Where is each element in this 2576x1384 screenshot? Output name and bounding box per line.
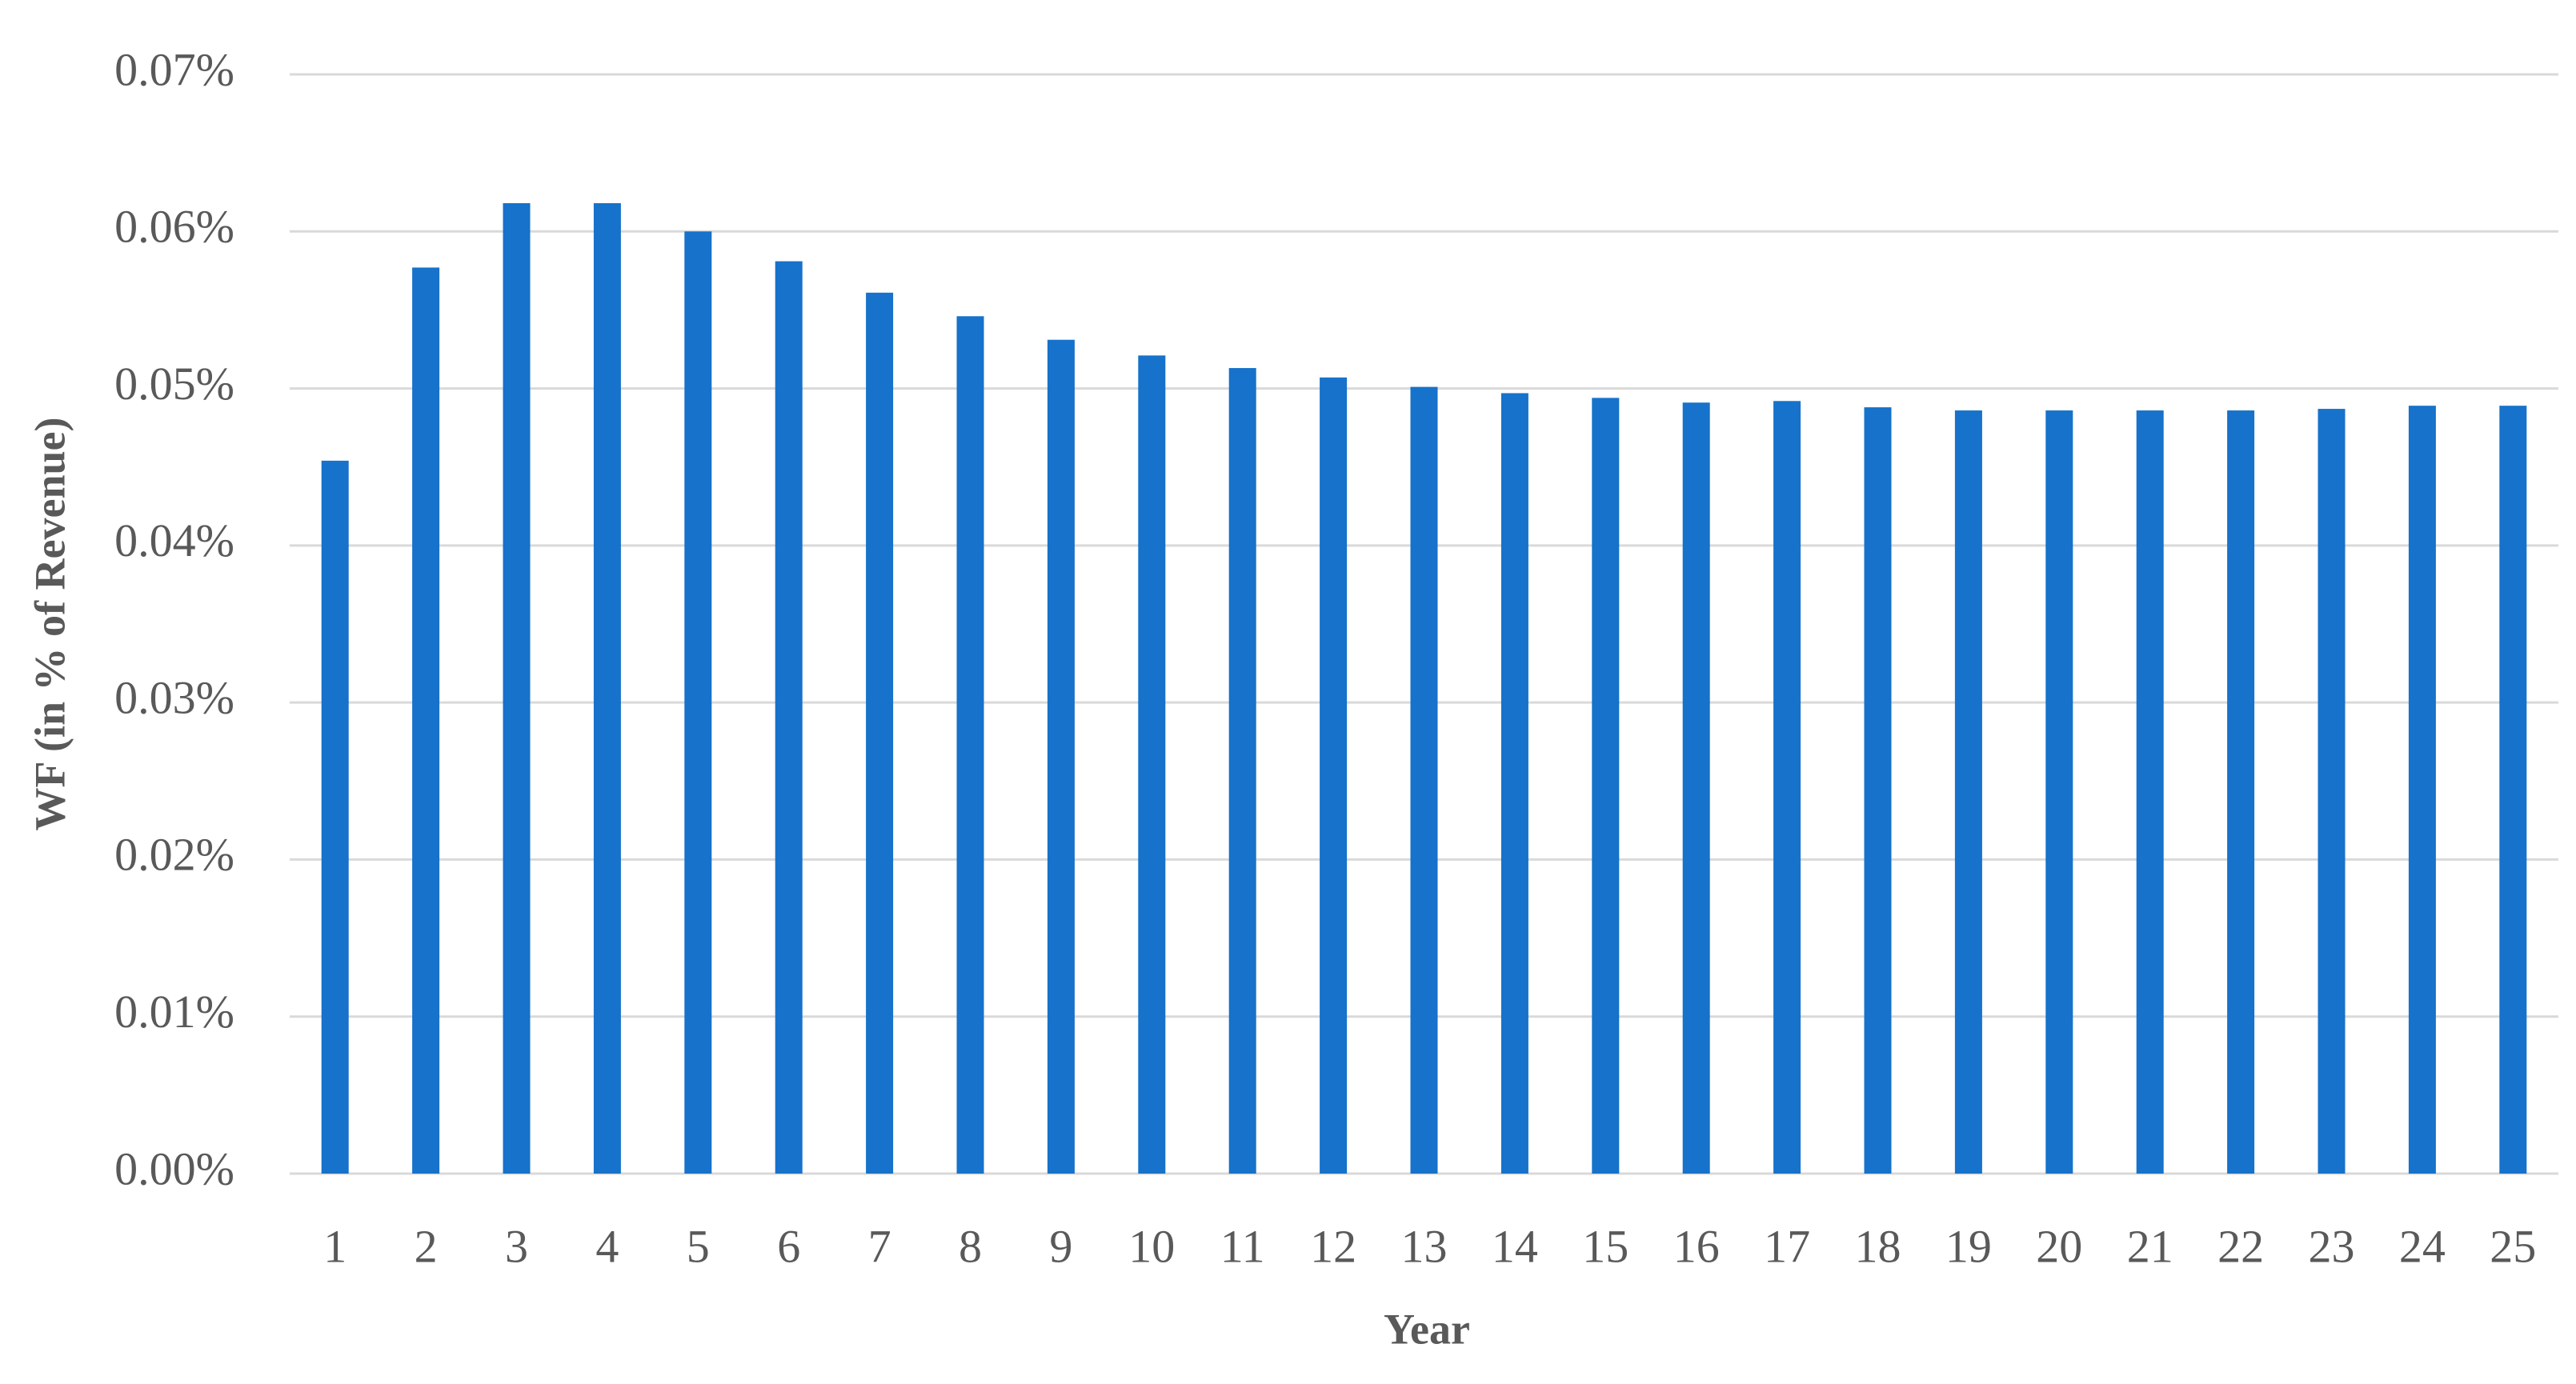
x-tick-label: 21 — [2127, 1220, 2173, 1272]
x-tick-label: 22 — [2217, 1220, 2264, 1272]
y-tick-label: 0.02% — [114, 829, 234, 881]
bar — [2136, 410, 2164, 1174]
bar — [1773, 401, 1801, 1174]
y-tick-label: 0.01% — [114, 986, 234, 1038]
bar — [412, 267, 440, 1174]
bar — [2045, 410, 2073, 1174]
y-tick-label: 0.06% — [114, 201, 234, 253]
x-axis-title: Year — [1384, 1305, 1470, 1353]
x-tick-label: 12 — [1310, 1220, 1356, 1272]
x-tick-label: 25 — [2490, 1220, 2536, 1272]
bar — [1500, 393, 1528, 1174]
bar — [503, 202, 531, 1174]
bar — [1320, 377, 1348, 1174]
x-tick-label: 3 — [505, 1220, 528, 1272]
x-tick-label: 4 — [595, 1220, 619, 1272]
y-tick-label: 0.03% — [114, 671, 234, 723]
bar — [321, 460, 349, 1174]
bar — [1864, 407, 1892, 1174]
x-tick-label: 10 — [1128, 1220, 1175, 1272]
y-axis-title: WF (in % of Revenue) — [26, 418, 74, 831]
x-tick-label: 15 — [1582, 1220, 1629, 1272]
bar — [1954, 410, 1982, 1174]
x-tick-label: 5 — [687, 1220, 710, 1272]
bar — [2318, 409, 2346, 1174]
bar — [1138, 355, 1166, 1174]
x-tick-label: 23 — [2309, 1220, 2355, 1272]
bar — [775, 261, 803, 1174]
bar — [1228, 368, 1256, 1174]
x-tick-label: 16 — [1673, 1220, 1720, 1272]
bar — [1410, 386, 1438, 1174]
x-tick-label: 19 — [1945, 1220, 1992, 1272]
y-tick-label: 0.07% — [114, 43, 234, 95]
x-tick-label: 2 — [415, 1220, 438, 1272]
bar — [684, 231, 712, 1174]
bar — [593, 202, 621, 1174]
bar — [2408, 406, 2436, 1174]
y-tick-label: 0.05% — [114, 358, 234, 410]
y-tick-label: 0.00% — [114, 1142, 234, 1194]
bar — [1592, 398, 1620, 1174]
x-tick-label: 20 — [2036, 1220, 2082, 1272]
bar — [1682, 402, 1710, 1174]
x-tick-label: 9 — [1049, 1220, 1072, 1272]
x-tick-label: 1 — [323, 1220, 347, 1272]
x-tick-label: 24 — [2399, 1220, 2446, 1272]
x-tick-label: 17 — [1764, 1220, 1810, 1272]
y-tick-label: 0.04% — [114, 514, 234, 566]
x-tick-label: 13 — [1401, 1220, 1448, 1272]
x-tick-label: 14 — [1492, 1220, 1538, 1272]
x-tick-label: 18 — [1855, 1220, 1901, 1272]
x-tick-label: 8 — [959, 1220, 982, 1272]
x-tick-label: 6 — [777, 1220, 800, 1272]
x-tick-label: 7 — [868, 1220, 891, 1272]
bar — [1047, 339, 1075, 1174]
bar — [2227, 410, 2255, 1174]
bar — [2499, 406, 2527, 1174]
x-tick-label: 11 — [1220, 1220, 1265, 1272]
bar — [866, 292, 894, 1174]
bar — [956, 316, 984, 1174]
